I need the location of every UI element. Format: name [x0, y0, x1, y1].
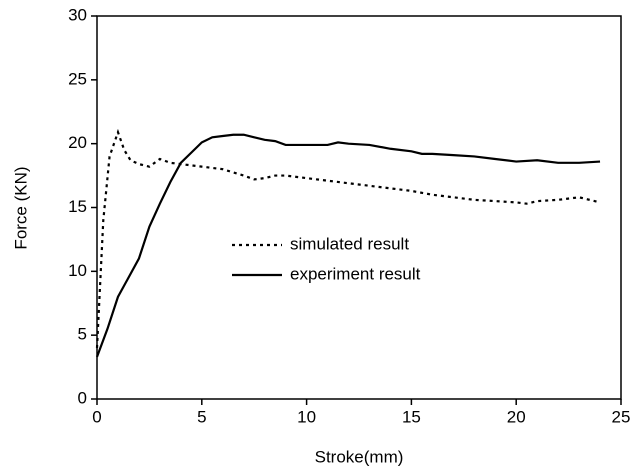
y-tick-label: 20 — [68, 133, 87, 152]
series-line — [95, 128, 601, 348]
x-tick-label: 10 — [297, 407, 316, 426]
y-tick-label: 15 — [68, 197, 87, 216]
x-tick-label: 25 — [612, 407, 631, 426]
x-tick-label: 5 — [197, 407, 206, 426]
x-tick-label: 15 — [402, 407, 421, 426]
x-tick-label: 20 — [507, 407, 526, 426]
series-line — [95, 133, 601, 358]
legend-label: simulated result — [290, 234, 409, 253]
y-tick-label: 0 — [78, 388, 87, 407]
y-tick-label: 25 — [68, 69, 87, 88]
y-tick-label: 30 — [68, 5, 87, 24]
plot-frame — [96, 15, 622, 400]
y-tick-label: 10 — [68, 261, 87, 280]
y-tick-label: 5 — [78, 325, 87, 344]
x-axis-label: Stroke(mm) — [315, 447, 404, 466]
legend-label: experiment result — [290, 264, 421, 283]
y-axis-label: Force (KN) — [11, 166, 30, 249]
x-tick-label: 0 — [92, 407, 101, 426]
